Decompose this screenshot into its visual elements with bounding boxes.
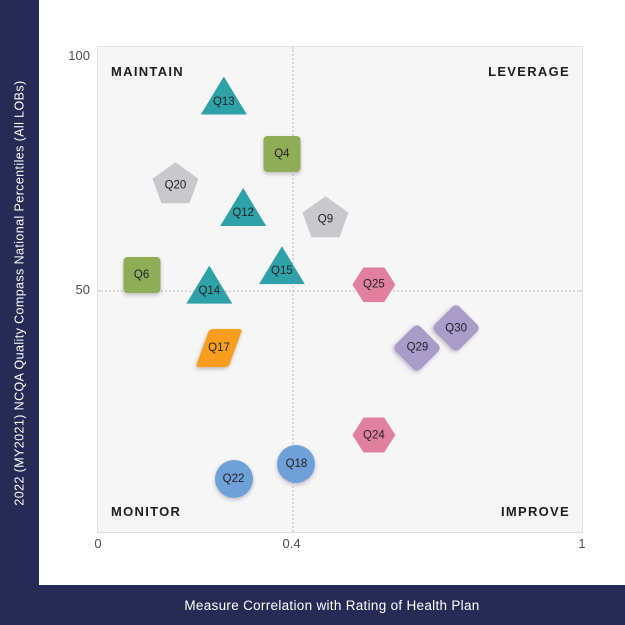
quadrant-label-maintain: MAINTAIN — [111, 64, 184, 79]
square-marker — [123, 256, 161, 293]
hexagon-marker — [352, 417, 396, 453]
data-point-q9[interactable]: Q9 — [302, 196, 349, 238]
y-tick-50: 50 — [75, 281, 90, 297]
data-point-q17[interactable]: Q17 — [195, 328, 243, 367]
pentagon-marker — [302, 196, 349, 238]
y-axis-title: 2022 (MY2021) NCQA Quality Compass Natio… — [12, 79, 27, 506]
triangle-marker — [220, 188, 267, 227]
x-axis-title-bar: Measure Correlation with Rating of Healt… — [0, 585, 625, 625]
x-tick-1: 1 — [578, 536, 586, 551]
square-marker — [263, 135, 301, 172]
data-point-q14[interactable]: Q14 — [186, 265, 233, 304]
quadrant-label-monitor: MONITOR — [111, 504, 182, 519]
data-point-q24[interactable]: Q24 — [352, 417, 396, 453]
x-tick-0: 0 — [94, 536, 102, 551]
data-point-q4[interactable]: Q4 — [263, 135, 301, 172]
diamond-marker — [392, 322, 443, 373]
circle-marker — [214, 459, 253, 498]
data-point-q20[interactable]: Q20 — [152, 162, 199, 204]
plot-area: MAINTAIN LEVERAGE MONITOR IMPROVE 100 50… — [68, 46, 586, 551]
y-tick-100: 100 — [68, 48, 90, 63]
data-point-q22[interactable]: Q22 — [214, 459, 253, 498]
y-axis-title-bar: 2022 (MY2021) NCQA Quality Compass Natio… — [0, 0, 39, 585]
x-tick-0-4: 0.4 — [282, 536, 301, 551]
pentagon-marker — [152, 162, 199, 204]
circle-marker — [277, 445, 316, 484]
parallelogram-marker — [195, 328, 243, 367]
data-point-q29[interactable]: Q29 — [392, 322, 443, 373]
gridline-horizontal — [98, 289, 582, 292]
triangle-marker — [186, 265, 233, 304]
quadrant-label-leverage: LEVERAGE — [488, 64, 570, 79]
data-point-q6[interactable]: Q6 — [123, 256, 161, 293]
data-point-q18[interactable]: Q18 — [277, 445, 316, 484]
quadrant-label-improve: IMPROVE — [500, 504, 570, 519]
hexagon-marker — [352, 267, 396, 303]
triangle-marker — [200, 76, 247, 115]
data-point-q25[interactable]: Q25 — [352, 267, 396, 303]
data-point-q13[interactable]: Q13 — [200, 76, 247, 115]
data-point-q12[interactable]: Q12 — [220, 188, 267, 227]
data-point-q15[interactable]: Q15 — [258, 246, 305, 285]
x-axis-title: Measure Correlation with Rating of Healt… — [184, 597, 480, 613]
triangle-marker — [258, 246, 305, 285]
